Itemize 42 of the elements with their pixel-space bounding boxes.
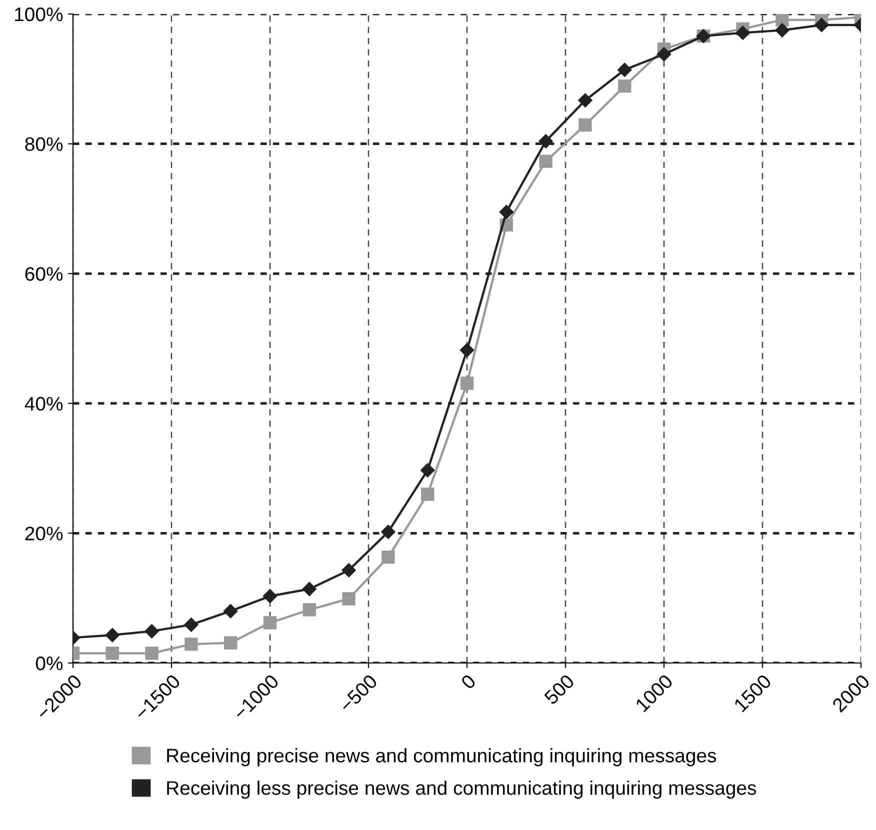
point <box>618 62 632 77</box>
point <box>302 603 316 616</box>
point <box>184 618 198 632</box>
point <box>105 628 120 642</box>
point <box>460 376 474 390</box>
point <box>145 646 158 660</box>
point <box>538 134 553 148</box>
point <box>539 154 552 168</box>
point <box>736 26 750 40</box>
legend-label: Receiving precise news and communicating inquiring messages <box>167 748 716 766</box>
point <box>578 118 592 132</box>
point <box>382 550 395 564</box>
y-tick-label: 100% <box>15 7 63 22</box>
y-tick-label: 40% <box>24 396 63 411</box>
point <box>224 636 238 650</box>
point <box>106 646 119 660</box>
point <box>144 624 159 638</box>
point <box>263 616 277 630</box>
point <box>224 604 238 618</box>
point <box>262 589 278 604</box>
y-tick-label: 0% <box>36 656 63 670</box>
point <box>421 488 434 501</box>
point <box>618 79 632 93</box>
point <box>460 343 474 358</box>
x-tick-label: 500 <box>543 674 576 706</box>
point <box>775 23 790 38</box>
point <box>420 463 435 478</box>
point <box>776 14 789 26</box>
x-tick-label: 0 <box>460 674 477 690</box>
point <box>578 93 592 108</box>
point <box>656 47 672 62</box>
point <box>381 524 396 539</box>
point <box>814 18 829 32</box>
point <box>342 563 356 578</box>
point <box>302 582 316 596</box>
y-tick-label: 80% <box>25 137 63 152</box>
point <box>184 638 198 651</box>
point <box>342 592 356 606</box>
point <box>499 204 514 220</box>
y-tick-label: 20% <box>25 526 63 540</box>
legend-label: Receiving less precise news and communicating inquiring messages <box>167 780 756 799</box>
y-tick-label: 60% <box>25 267 63 281</box>
